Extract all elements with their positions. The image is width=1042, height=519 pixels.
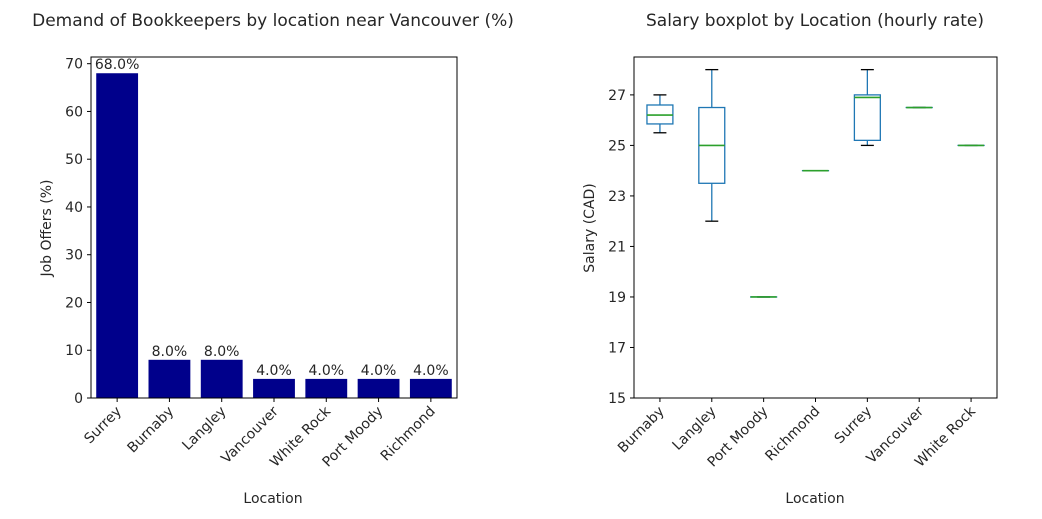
bar-ytick-label-5: 50 — [65, 152, 83, 168]
bar-chart-frame — [90, 56, 458, 399]
bar-5 — [357, 378, 400, 398]
box-ytick-label-2: 19 — [608, 290, 626, 306]
bar-chart-title: Demand of Bookkeepers by location near V… — [32, 11, 514, 31]
bar-chart: 68.0%Surrey8.0%Burnaby8.0%Langley4.0%Van… — [65, 56, 458, 470]
bar-data-label-2: 8.0% — [204, 344, 240, 360]
box-xtick-label-4: Surrey — [832, 404, 876, 448]
bar-ytick-label-2: 20 — [65, 295, 83, 311]
box-ytick-label-6: 27 — [608, 88, 626, 104]
bar-xtick-label-6: Richmond — [378, 404, 439, 465]
bar-6 — [409, 378, 452, 398]
bar-data-label-1: 8.0% — [152, 344, 188, 360]
box-ytick-label-5: 25 — [608, 138, 626, 154]
bar-0 — [96, 73, 139, 398]
bar-2 — [200, 359, 243, 398]
box-4 — [853, 94, 881, 142]
bar-1 — [148, 359, 191, 398]
bar-chart-ylabel: Job Offers (%) — [39, 179, 55, 277]
bar-xtick-label-1: Burnaby — [124, 404, 177, 457]
bar-data-label-3: 4.0% — [256, 363, 292, 379]
bar-xtick-label-2: Langley — [179, 404, 229, 454]
box-ytick-label-3: 21 — [608, 239, 626, 255]
bar-4 — [305, 378, 348, 398]
bar-ytick-label-1: 10 — [65, 343, 83, 359]
box-ytick-label-1: 17 — [608, 340, 626, 356]
bar-ytick-label-7: 70 — [65, 57, 83, 73]
bar-xtick-label-0: Surrey — [81, 404, 125, 448]
bar-ytick-label-4: 40 — [65, 200, 83, 216]
box-ytick-label-0: 15 — [608, 391, 626, 407]
bar-data-label-6: 4.0% — [413, 363, 449, 379]
boxplot-ylabel: Salary (CAD) — [582, 183, 598, 272]
bar-chart-xlabel: Location — [243, 491, 302, 507]
box-xtick-label-0: Burnaby — [615, 404, 668, 457]
bar-ytick-label-6: 60 — [65, 104, 83, 120]
bar-ytick-label-3: 30 — [65, 248, 83, 264]
bar-data-label-5: 4.0% — [361, 363, 397, 379]
box-xtick-label-3: Richmond — [762, 404, 823, 465]
bar-ytick-label-0: 0 — [74, 391, 83, 407]
boxplot-xlabel: Location — [785, 491, 844, 507]
boxplot-title: Salary boxplot by Location (hourly rate) — [646, 11, 984, 31]
bar-data-label-0: 68.0% — [95, 57, 139, 73]
box-ytick-label-4: 23 — [608, 189, 626, 205]
boxplot-frame — [633, 56, 998, 399]
box-xtick-label-1: Langley — [669, 404, 719, 454]
bar-3 — [253, 378, 295, 398]
bar-data-label-4: 4.0% — [308, 363, 344, 379]
